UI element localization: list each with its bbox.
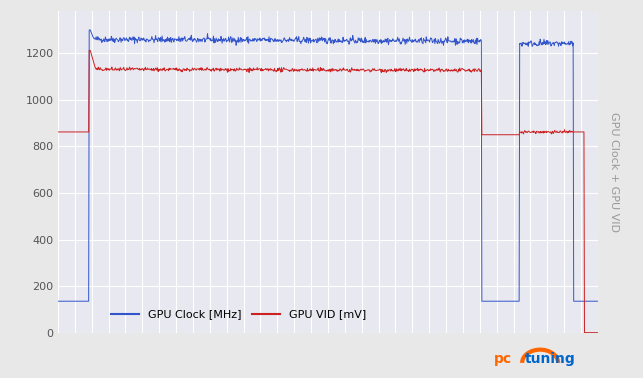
- Y-axis label: GPU Clock + GPU VID: GPU Clock + GPU VID: [609, 112, 619, 232]
- Text: pc: pc: [494, 352, 512, 366]
- Legend: GPU Clock [MHz], GPU VID [mV]: GPU Clock [MHz], GPU VID [mV]: [107, 305, 371, 324]
- Text: tuning: tuning: [525, 352, 575, 366]
